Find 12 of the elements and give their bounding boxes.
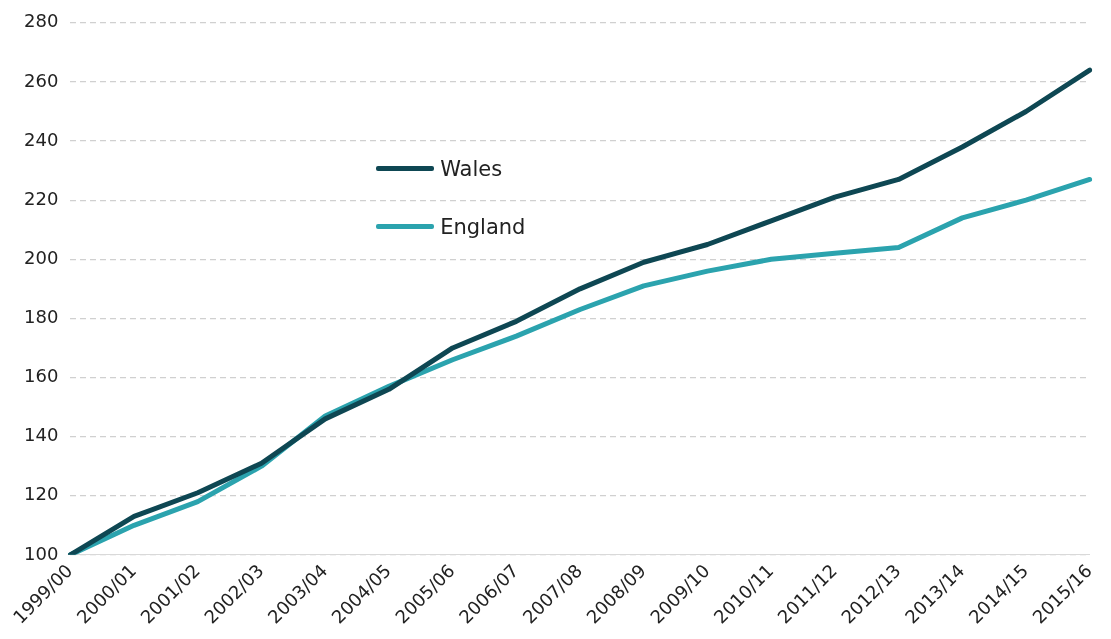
y-tick-label: 160	[24, 365, 59, 387]
y-tick-label: 140	[24, 424, 59, 446]
y-tick-label: 200	[24, 246, 59, 268]
y-tick-label: 180	[24, 306, 59, 328]
y-tick-label: 280	[24, 10, 59, 32]
legend-label: England	[440, 214, 526, 239]
y-tick-label: 260	[24, 69, 59, 91]
y-tick-label: 240	[24, 128, 59, 150]
y-tick-label: 120	[24, 483, 59, 505]
legend-label: Wales	[440, 156, 503, 181]
y-tick-label: 100	[24, 542, 59, 564]
y-tick-label: 220	[24, 187, 59, 209]
